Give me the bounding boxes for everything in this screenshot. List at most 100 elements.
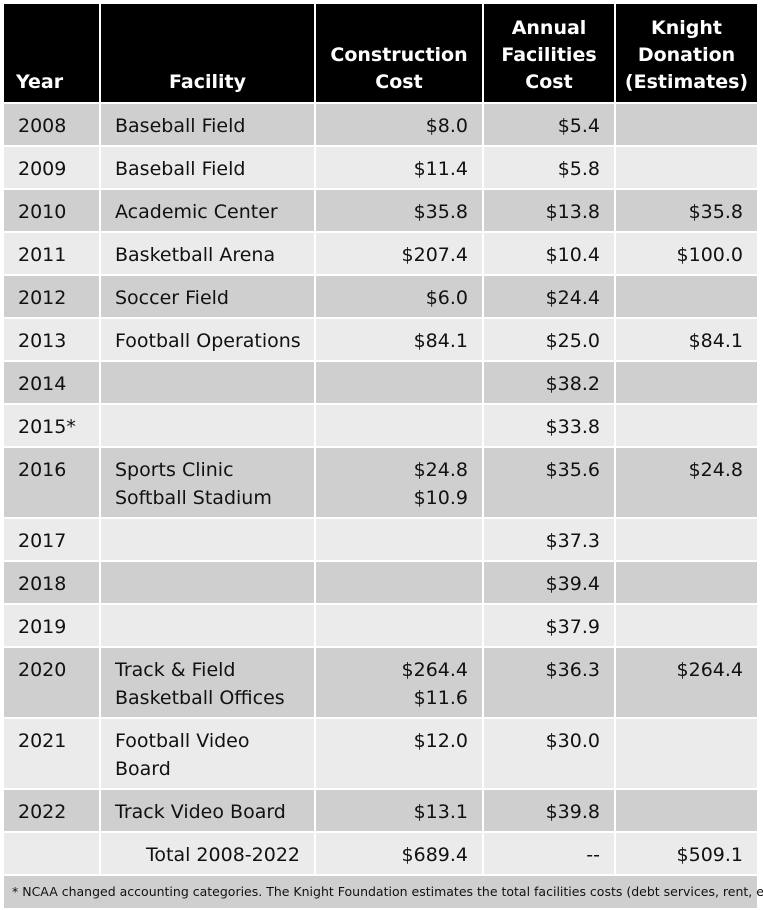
header-row: Year Facility Construction Cost Annual F… <box>4 4 757 102</box>
cell-knight-donation <box>616 405 757 446</box>
construction-cost-value: $24.8 <box>413 459 468 481</box>
cell-knight-donation: $35.8 <box>616 190 757 231</box>
cell-knight-donation <box>616 104 757 145</box>
cell-year: 2011 <box>4 233 99 274</box>
cell-construction-cost: $11.4 <box>316 147 482 188</box>
cell-annual-facilities-cost: $39.8 <box>484 790 614 831</box>
facility-line: Board <box>115 758 171 780</box>
cell-construction-cost: $35.8 <box>316 190 482 231</box>
cell-annual-facilities-cost: $37.3 <box>484 519 614 560</box>
cell-facility: Baseball Field <box>101 147 314 188</box>
cell-knight-donation <box>616 276 757 317</box>
construction-cost-value: $10.9 <box>413 487 468 509</box>
table-row: 2008 Baseball Field $8.0 $5.4 <box>4 104 757 145</box>
header-knight-line-2: Donation <box>637 44 736 66</box>
cell-year: 2018 <box>4 562 99 603</box>
cell-construction-cost <box>316 405 482 446</box>
cell-knight-donation <box>616 719 757 788</box>
construction-cost-value: $6.0 <box>425 287 468 309</box>
facility-line: Sports Clinic <box>115 459 234 481</box>
total-annual-cost: -- <box>484 833 614 874</box>
total-knight-donation: $509.1 <box>616 833 757 874</box>
cell-knight-donation <box>616 790 757 831</box>
table-row: 2022 Track Video Board $13.1 $39.8 <box>4 790 757 831</box>
table-row: 2010 Academic Center $35.8 $13.8 $35.8 <box>4 190 757 231</box>
table-row: 2021 Football Video Board $12.0 $30.0 <box>4 719 757 788</box>
cell-facility: Academic Center <box>101 190 314 231</box>
cell-knight-donation <box>616 605 757 646</box>
cell-annual-facilities-cost: $5.8 <box>484 147 614 188</box>
cell-construction-cost: $264.4 $11.6 <box>316 648 482 717</box>
cell-construction-cost: $13.1 <box>316 790 482 831</box>
cell-facility: Basketball Arena <box>101 233 314 274</box>
cell-facility <box>101 562 314 603</box>
cell-annual-facilities-cost: $5.4 <box>484 104 614 145</box>
construction-cost-value: $264.4 <box>401 659 468 681</box>
header-facility: Facility <box>101 4 314 102</box>
cell-knight-donation <box>616 562 757 603</box>
cell-year: 2010 <box>4 190 99 231</box>
table-row: 2020 Track & Field Basketball Offices $264.… <box>4 648 757 717</box>
cell-year: 2009 <box>4 147 99 188</box>
table-row: 2017 $37.3 <box>4 519 757 560</box>
facility-line: Track & Field <box>115 659 236 681</box>
header-knight-donation: Knight Donation (Estimates) <box>616 4 757 102</box>
cell-construction-cost <box>316 605 482 646</box>
cell-facility: Football Video Board <box>101 719 314 788</box>
table-row: 2013 Football Operations $84.1 $25.0 $84.1 <box>4 319 757 360</box>
cell-annual-facilities-cost: $33.8 <box>484 405 614 446</box>
footnote: * NCAA changed accounting categories. Th… <box>4 876 763 908</box>
cell-annual-facilities-cost: $25.0 <box>484 319 614 360</box>
cell-annual-facilities-cost: $38.2 <box>484 362 614 403</box>
cell-knight-donation <box>616 519 757 560</box>
header-construction-cost: Construction Cost <box>316 4 482 102</box>
cell-year: 2021 <box>4 719 99 788</box>
facility-line: Basketball Offices <box>115 687 285 709</box>
cell-annual-facilities-cost: $24.4 <box>484 276 614 317</box>
cell-annual-facilities-cost: $30.0 <box>484 719 614 788</box>
cell-facility <box>101 362 314 403</box>
cell-knight-donation <box>616 362 757 403</box>
header-annual-line-2: Facilities <box>501 44 597 66</box>
table-body: 2008 Baseball Field $8.0 $5.4 2009 Baseball F… <box>4 104 763 908</box>
table-row: 2014 $38.2 <box>4 362 757 403</box>
facility-line: Track Video Board <box>115 801 286 823</box>
header-annual-line-3: Cost <box>525 71 573 93</box>
facility-line: Football Operations <box>115 330 301 352</box>
total-construction-cost: $689.4 <box>316 833 482 874</box>
cell-facility <box>101 405 314 446</box>
cell-construction-cost: $6.0 <box>316 276 482 317</box>
cell-knight-donation <box>616 147 757 188</box>
cell-knight-donation: $264.4 <box>616 648 757 717</box>
cell-annual-facilities-cost: $36.3 <box>484 648 614 717</box>
header-knight-line-1: Knight <box>651 17 722 39</box>
facility-line: Baseball Field <box>115 115 246 137</box>
cell-construction-cost: $207.4 <box>316 233 482 274</box>
header-construction-line-2: Cost <box>375 71 423 93</box>
cell-year: 2015* <box>4 405 99 446</box>
cell-knight-donation: $100.0 <box>616 233 757 274</box>
table-row: 2016 Sports Clinic Softball Stadium $24.8 $1… <box>4 448 757 517</box>
table-row: 2018 $39.4 <box>4 562 757 603</box>
header-construction-line-1: Construction <box>330 44 468 66</box>
cell-year: 2017 <box>4 519 99 560</box>
table-header: Year Facility Construction Cost Annual F… <box>4 4 757 102</box>
facility-line: Basketball Arena <box>115 244 276 266</box>
header-annual-line-1: Annual <box>511 17 587 39</box>
cell-annual-facilities-cost: $39.4 <box>484 562 614 603</box>
cell-construction-cost: $24.8 $10.9 <box>316 448 482 517</box>
cell-facility: Football Operations <box>101 319 314 360</box>
header-year: Year <box>4 4 99 102</box>
footnote-row: * NCAA changed accounting categories. Th… <box>4 876 763 908</box>
table-row: 2009 Baseball Field $11.4 $5.8 <box>4 147 757 188</box>
cell-year: 2013 <box>4 319 99 360</box>
cell-year: 2008 <box>4 104 99 145</box>
cell-facility: Baseball Field <box>101 104 314 145</box>
cell-annual-facilities-cost: $13.8 <box>484 190 614 231</box>
cell-construction-cost: $84.1 <box>316 319 482 360</box>
cell-construction-cost <box>316 362 482 403</box>
table-row: 2015* $33.8 <box>4 405 757 446</box>
cell-year: 2020 <box>4 648 99 717</box>
construction-cost-value: $11.4 <box>413 158 468 180</box>
